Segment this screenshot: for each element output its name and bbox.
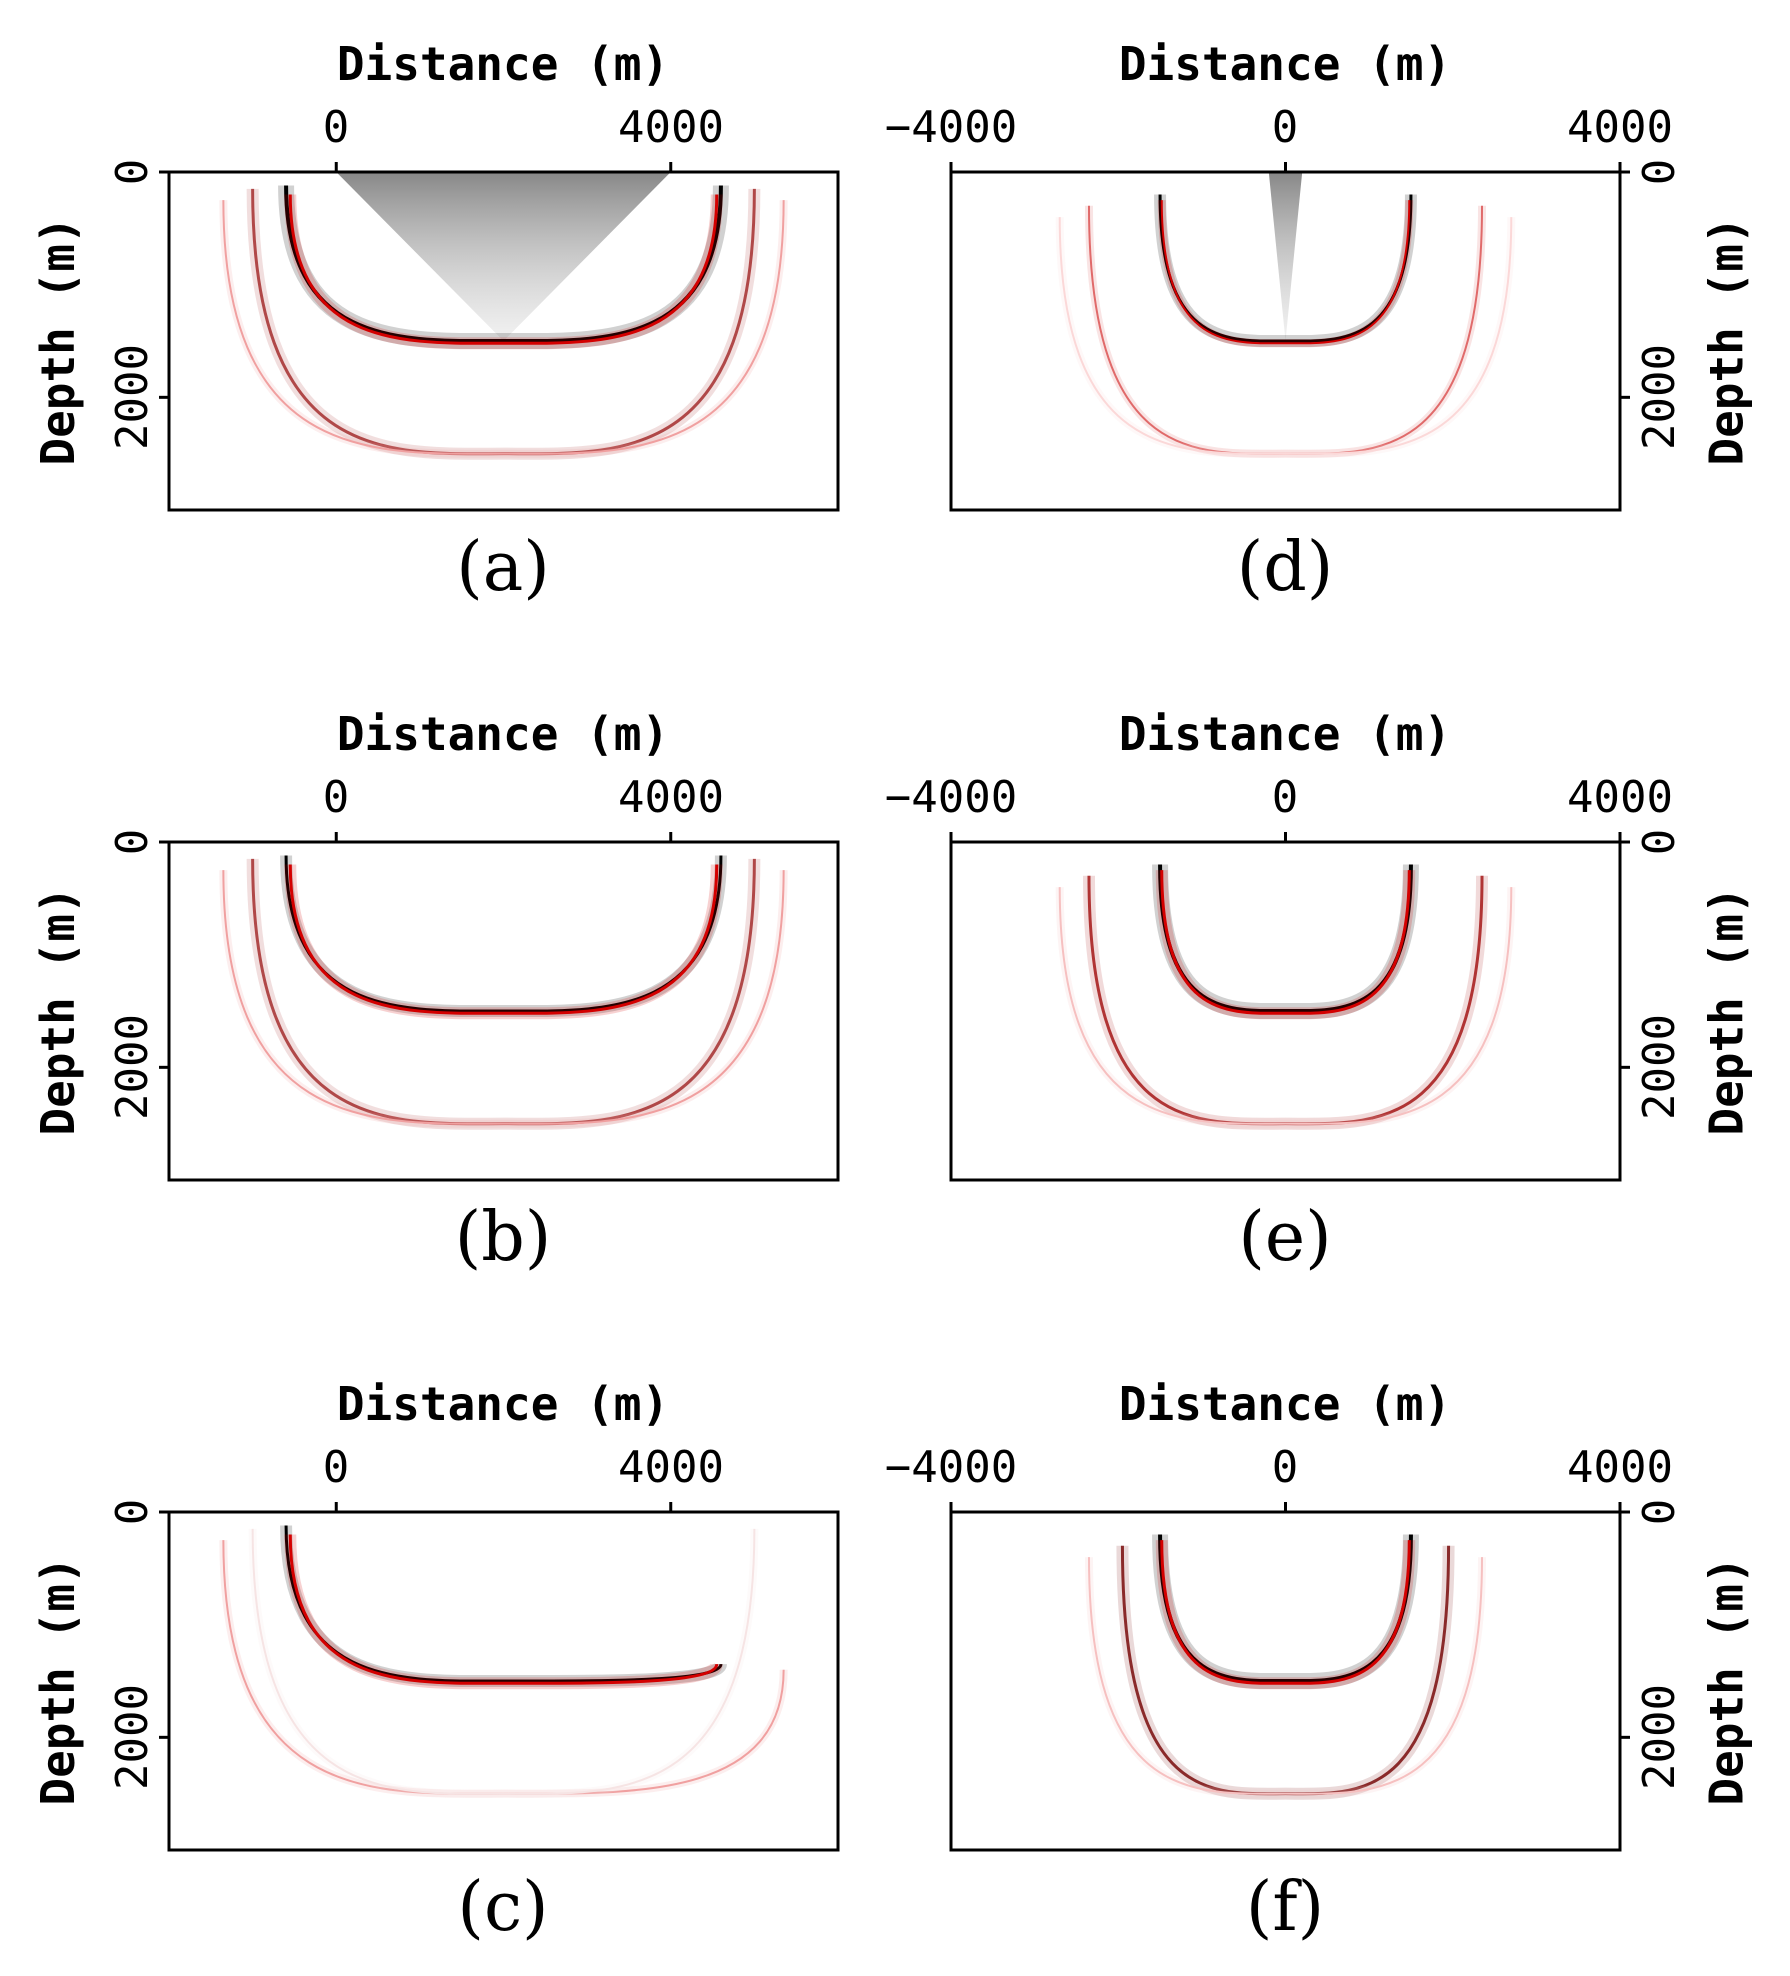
panel-b-ylabel: Depth (m) [31,886,85,1135]
panel-b-frame [167,840,840,1182]
panel-c-xlabel: Distance (m) [337,1377,669,1431]
panel-f-event-3 [1087,1557,1484,1795]
panel-e-xtick-label-1: 0 [1272,772,1299,823]
panel-a-event-3 [222,200,785,455]
panel-f-xtick-label-0: −4000 [885,1442,1017,1493]
panel-d-xtick-label-0: −4000 [885,102,1017,153]
panel-f-event-1-halo [1155,1540,1416,1690]
panel-e-event-2-halo [1082,875,1489,1130]
panel-f: Distance (m) −4000 0 4000 0 2000 Depth (… [885,1377,1754,1947]
panel-d-shade-0 [1268,172,1303,341]
panel-f-xtick-label-2: 4000 [1567,1442,1673,1493]
panel-d-ylabel: Depth (m) [1699,216,1753,465]
panel-c-event-2 [222,1540,785,1795]
panel-c-caption: (c) [457,1868,548,1947]
panel-b-event-1 [288,864,719,1015]
panel-a-xtick-label-1: 4000 [618,102,724,153]
panel-e-xlabel: Distance (m) [1119,707,1451,761]
panel-f-xtick-label-1: 0 [1272,1442,1299,1493]
panel-c-ytick-label-1: 2000 [107,1684,158,1790]
panel-e-event-1-halo [1155,870,1416,1020]
panel-b-image [219,855,788,1130]
panel-c-image [219,1525,788,1798]
panel-e-event-1 [1160,870,1411,1015]
panel-b-event-3-halo [219,870,788,1128]
panel-c-event-2-halo [219,1540,788,1798]
panel-d: Distance (m) −4000 0 4000 0 2000 Depth (… [885,37,1754,607]
panel-f-xlabel: Distance (m) [1119,1377,1451,1431]
panel-e-xtick-label-2: 4000 [1567,772,1673,823]
panel-b-event-3 [222,870,785,1125]
panel-f-event-2-halo [1116,1545,1455,1800]
panel-a-xlabel: Distance (m) [337,37,669,91]
panel-a-ytick-label-1: 2000 [107,344,158,450]
panel-c-ytick-label-0: 0 [107,1499,158,1526]
panel-c-xtick-label-1: 4000 [618,1442,724,1493]
panel-a-xtick-label-0: 0 [323,102,350,153]
panel-b-ytick-label-0: 0 [107,829,158,856]
panel-a: Distance (m) 0 4000 0 2000 Depth (m) (a) [31,37,840,607]
panel-a-shade-0 [336,172,671,341]
panel-d-xlabel: Distance (m) [1119,37,1451,91]
panel-d-image [1055,172,1516,458]
panel-b-caption: (b) [455,1198,552,1277]
panel-c-event-3 [251,1528,756,1795]
panel-b-xtick-label-1: 4000 [618,772,724,823]
panel-e-caption: (e) [1238,1198,1331,1277]
panel-e: Distance (m) −4000 0 4000 0 2000 Depth (… [885,707,1754,1277]
panel-c-frame [167,1510,840,1852]
panel-f-ytick-label-1: 2000 [1634,1684,1685,1790]
panel-d-event-3 [1058,217,1513,455]
panel-b-xtick-label-0: 0 [323,772,350,823]
panel-f-ylabel: Depth (m) [1699,1556,1753,1805]
panel-f-ytick-label-0: 0 [1634,1499,1685,1526]
panel-c-xtick-label-0: 0 [323,1442,350,1493]
panel-c: Distance (m) 0 4000 0 2000 Depth (m) (c) [31,1377,840,1947]
panel-d-xtick-label-2: 4000 [1567,102,1673,153]
panel-b-event-2-halo [246,858,761,1130]
panel-d-ytick-label-0: 0 [1634,159,1685,186]
panel-a-ytick-label-0: 0 [107,159,158,186]
panel-e-event-3 [1058,887,1513,1125]
panel-a-image [219,172,788,460]
panel-e-ylabel: Depth (m) [1699,886,1753,1135]
panel-e-xtick-label-0: −4000 [885,772,1017,823]
panel-c-event-1 [288,1534,719,1685]
panel-d-xtick-label-1: 0 [1272,102,1299,153]
panel-f-image [1084,1534,1487,1800]
panel-d-caption: (d) [1237,528,1334,607]
panel-e-ytick-label-0: 0 [1634,829,1685,856]
panel-f-event-1 [1160,1540,1411,1685]
panel-b-ytick-label-1: 2000 [107,1014,158,1120]
panel-b: Distance (m) 0 4000 0 2000 Depth (m) (b) [31,707,840,1277]
panel-a-ylabel: Depth (m) [31,216,85,465]
panel-c-event-3-halo [248,1528,759,1798]
panel-d-ytick-label-1: 2000 [1634,344,1685,450]
panel-a-caption: (a) [456,528,550,607]
panel-f-caption: (f) [1246,1868,1324,1947]
panel-c-ylabel: Depth (m) [31,1556,85,1805]
panel-e-image [1055,864,1516,1130]
panel-d-event-1 [1160,200,1411,345]
panel-b-event-1-halo [284,864,723,1020]
panel-c-event-1-halo [284,1534,723,1690]
panel-a-frame [167,170,840,512]
panel-a-event-1 [288,194,719,345]
panel-b-xlabel: Distance (m) [337,707,669,761]
panel-e-ytick-label-1: 2000 [1634,1014,1685,1120]
